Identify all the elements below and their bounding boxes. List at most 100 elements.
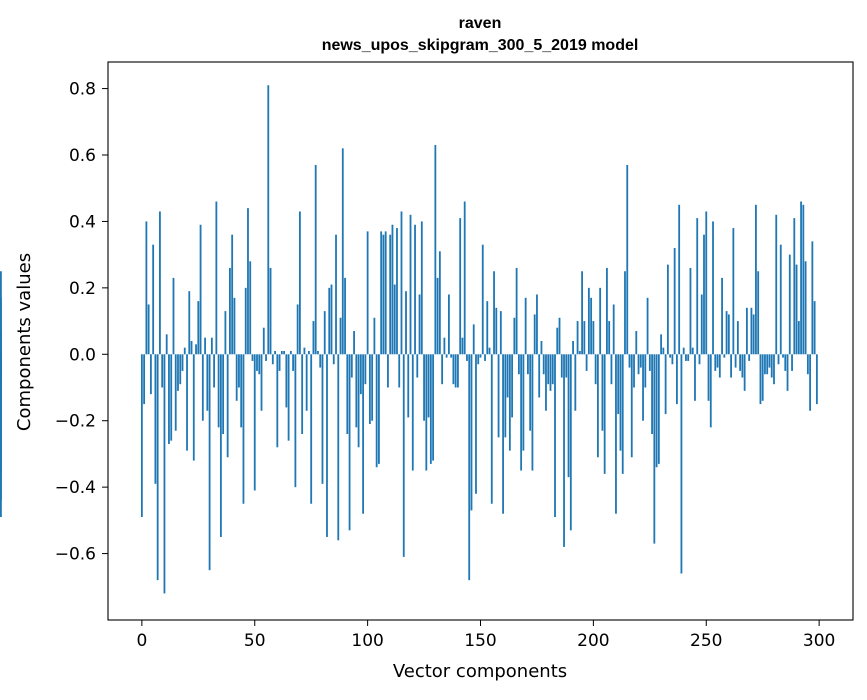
bar xyxy=(750,307,753,355)
bar xyxy=(149,354,152,395)
bar xyxy=(459,218,462,355)
bar xyxy=(578,350,581,355)
bar xyxy=(642,354,644,421)
y-tick-label: 0.4 xyxy=(69,212,96,232)
bar xyxy=(204,337,206,355)
bar xyxy=(346,354,349,434)
x-tick-label: 200 xyxy=(577,631,609,651)
bar xyxy=(515,267,518,355)
bar xyxy=(520,354,523,471)
bar xyxy=(0,354,2,471)
bar xyxy=(226,354,229,458)
bar xyxy=(0,354,2,375)
bar xyxy=(741,354,744,378)
bar xyxy=(341,148,344,355)
bar xyxy=(253,354,256,491)
bar xyxy=(560,354,563,378)
bar xyxy=(420,221,423,355)
bar xyxy=(402,354,405,557)
bar xyxy=(368,354,371,425)
bar xyxy=(172,277,175,355)
bar xyxy=(802,204,805,355)
bar xyxy=(777,354,780,365)
bar xyxy=(630,354,633,458)
bar xyxy=(676,354,678,405)
bar xyxy=(405,291,407,355)
bar xyxy=(312,321,315,355)
bar xyxy=(429,354,432,464)
bar xyxy=(644,354,647,388)
bar xyxy=(732,228,735,355)
bar xyxy=(152,244,155,355)
bar xyxy=(301,354,304,434)
bar xyxy=(707,354,710,401)
bar xyxy=(538,354,541,398)
bar xyxy=(815,354,818,405)
bar xyxy=(809,354,812,411)
bar xyxy=(700,294,703,355)
x-tick-label: 50 xyxy=(244,631,266,651)
bar xyxy=(709,354,712,428)
bar xyxy=(739,354,742,371)
bar xyxy=(195,344,197,355)
bar xyxy=(757,271,760,355)
bar xyxy=(147,304,150,355)
bar xyxy=(396,228,398,355)
bar xyxy=(563,354,565,547)
bar xyxy=(687,354,690,361)
bar xyxy=(569,354,572,531)
bar xyxy=(727,314,730,355)
bar xyxy=(335,234,337,355)
bar xyxy=(276,354,279,448)
bar xyxy=(235,354,238,401)
x-tick-label: 150 xyxy=(464,631,496,651)
x-tick-label: 250 xyxy=(690,631,722,651)
bar xyxy=(461,337,464,355)
bar xyxy=(472,324,475,355)
bar xyxy=(619,354,622,451)
bar xyxy=(323,311,326,355)
bar xyxy=(319,354,322,368)
axis-ticks: 0 50 100 150 200 250 300 −0.6 −0.4 −0.2 0.0 0.2 0.4 0… xyxy=(55,80,836,651)
bar xyxy=(278,354,281,371)
bar xyxy=(497,354,500,438)
bar xyxy=(540,341,543,355)
bar xyxy=(531,354,534,471)
bar xyxy=(662,347,665,355)
bar xyxy=(574,354,577,411)
bar xyxy=(400,211,403,355)
bar xyxy=(414,224,416,355)
bar xyxy=(181,354,184,371)
bar xyxy=(154,354,157,484)
bar xyxy=(470,354,473,511)
bar xyxy=(337,354,340,541)
bar xyxy=(685,354,687,361)
bar xyxy=(576,321,579,355)
bar xyxy=(438,251,441,355)
bar xyxy=(206,354,209,411)
bar xyxy=(463,201,466,355)
bar xyxy=(621,354,624,474)
bar xyxy=(242,354,245,504)
bar xyxy=(321,354,324,484)
bar xyxy=(705,211,708,355)
bar xyxy=(583,321,586,355)
bar xyxy=(188,291,191,355)
bar xyxy=(305,354,308,411)
bar xyxy=(468,354,471,581)
y-tick-label: 0.6 xyxy=(69,146,96,166)
x-tick-label: 0 xyxy=(136,631,147,651)
bar xyxy=(344,277,346,355)
bar xyxy=(766,354,769,375)
bar xyxy=(599,287,602,355)
bar xyxy=(170,354,173,441)
bar xyxy=(364,354,367,385)
bar xyxy=(606,267,608,355)
bar xyxy=(698,354,701,365)
bar xyxy=(192,354,195,461)
bar xyxy=(357,354,360,448)
bar xyxy=(770,354,773,378)
bar xyxy=(558,317,561,355)
bar xyxy=(287,354,290,441)
